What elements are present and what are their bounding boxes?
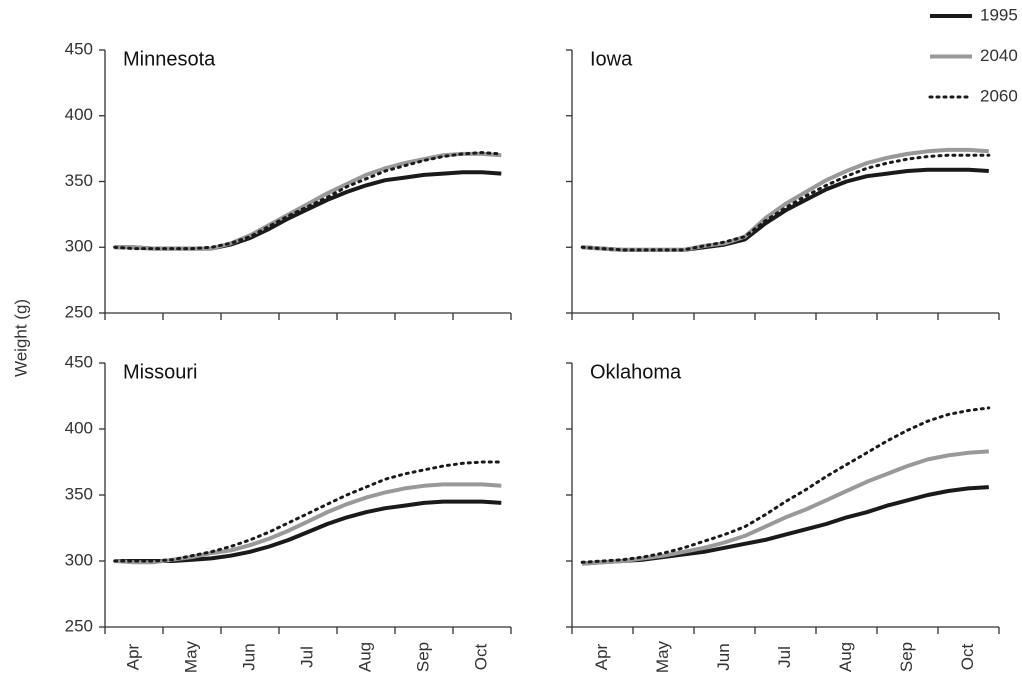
x-tick-label: Sep bbox=[897, 642, 916, 672]
x-tick-label: Oct bbox=[471, 644, 490, 671]
y-tick-label: 450 bbox=[65, 352, 93, 371]
series-line bbox=[582, 147, 989, 252]
y-tick-label: 300 bbox=[65, 550, 93, 569]
series-line bbox=[113, 460, 503, 563]
y-tick-label: 250 bbox=[65, 616, 93, 635]
x-tick-label: Aug bbox=[836, 642, 855, 672]
x-tick-label: Oct bbox=[958, 644, 977, 671]
x-tick-label: May bbox=[181, 640, 200, 673]
x-tick-label: May bbox=[653, 640, 672, 673]
series-line bbox=[113, 151, 503, 251]
series-line bbox=[580, 406, 991, 564]
series-line bbox=[582, 485, 989, 566]
y-tick-label: 350 bbox=[65, 171, 93, 190]
series-line bbox=[114, 151, 502, 251]
x-tick-label: Apr bbox=[592, 643, 611, 670]
y-tick-label: 250 bbox=[65, 302, 93, 321]
x-tick-label: Jun bbox=[714, 643, 733, 670]
panel-title: Oklahoma bbox=[590, 361, 682, 383]
y-tick-label: 350 bbox=[65, 484, 93, 503]
y-tick-label: 300 bbox=[65, 237, 93, 256]
series-line bbox=[114, 170, 502, 251]
series-line bbox=[580, 153, 991, 252]
y-tick-label: 400 bbox=[65, 418, 93, 437]
y-axis-label: Weight (g) bbox=[11, 299, 30, 377]
series-line bbox=[114, 499, 502, 563]
x-tick-label: Jun bbox=[239, 643, 258, 670]
x-tick-label: Sep bbox=[413, 642, 432, 672]
panel-title: Minnesota bbox=[123, 48, 216, 70]
legend-label: 2040 bbox=[980, 46, 1018, 65]
legend-label: 2060 bbox=[980, 86, 1018, 105]
series-line bbox=[114, 482, 502, 565]
y-tick-label: 400 bbox=[65, 105, 93, 124]
panel-title: Iowa bbox=[590, 48, 633, 70]
y-tick-label: 450 bbox=[65, 39, 93, 58]
panel-title: Missouri bbox=[123, 361, 197, 383]
series-line bbox=[582, 449, 989, 566]
legend-label: 1995 bbox=[980, 5, 1018, 24]
x-tick-label: Aug bbox=[355, 642, 374, 672]
x-tick-label: Jul bbox=[297, 646, 316, 668]
series-line bbox=[582, 167, 989, 252]
x-tick-label: Jul bbox=[775, 646, 794, 668]
x-tick-label: Apr bbox=[123, 643, 142, 670]
